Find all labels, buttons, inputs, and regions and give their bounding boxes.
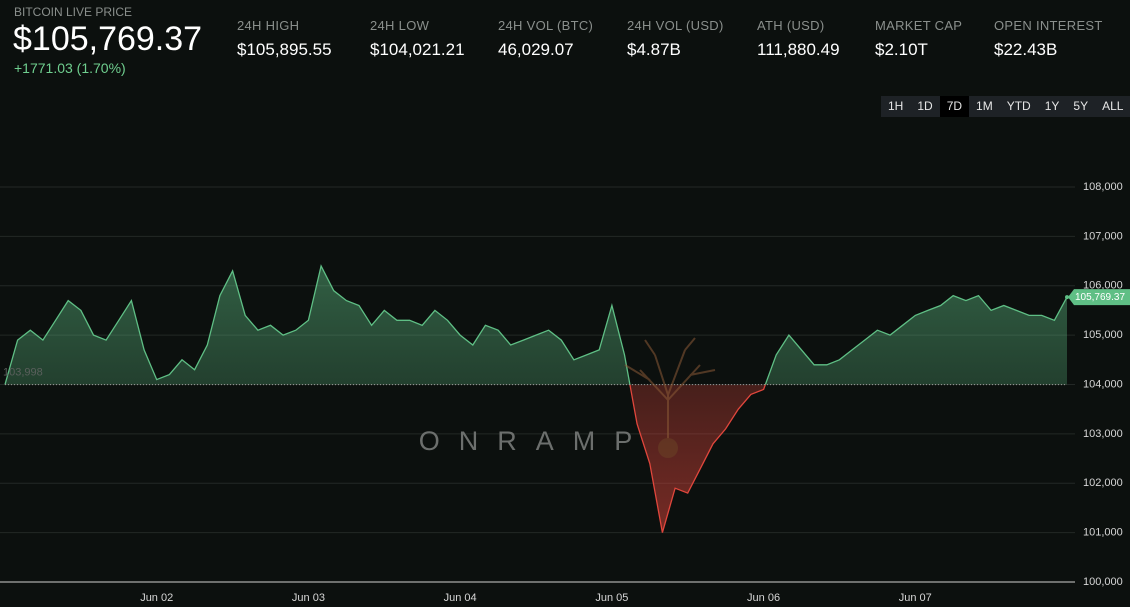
- y-tick-label: 104,000: [1083, 378, 1123, 390]
- watermark-tree: [624, 337, 716, 458]
- stat-value: 111,880.49: [757, 40, 840, 59]
- baseline-label: 103,998: [3, 367, 43, 379]
- stat-label: 24H LOW: [370, 18, 430, 33]
- range-button[interactable]: 1D: [910, 96, 940, 117]
- y-tick-label: 108,000: [1083, 181, 1123, 193]
- stat: 24H HIGH $105,895.55: [237, 18, 332, 60]
- price-tag: [1068, 289, 1130, 306]
- stat: ATH (USD) 111,880.49: [757, 18, 840, 60]
- stat-label: OPEN INTEREST: [994, 18, 1103, 33]
- y-tick-label: 100,000: [1083, 576, 1123, 588]
- last-point: [1065, 295, 1069, 300]
- price-label: BITCOIN LIVE PRICE: [14, 5, 133, 19]
- stat-value: $22.43B: [994, 40, 1058, 59]
- area-up: [5, 266, 1067, 385]
- y-tick-label: 105,000: [1083, 329, 1123, 341]
- x-tick-label: Jun 02: [140, 592, 173, 604]
- stat-label: 24H VOL (BTC): [498, 18, 594, 33]
- line-up: [4, 264, 1068, 385]
- stat: 24H LOW $104,021.21: [370, 18, 465, 60]
- range-button[interactable]: 1Y: [1037, 96, 1067, 117]
- y-tick-label: 102,000: [1083, 477, 1123, 489]
- range-button[interactable]: 1M: [969, 96, 1000, 117]
- stat: 24H VOL (BTC) 46,029.07: [498, 18, 593, 60]
- stat-value: $2.10T: [875, 40, 928, 59]
- stat-label: 24H VOL (USD): [627, 18, 724, 33]
- range-button[interactable]: YTD: [999, 96, 1038, 117]
- range-button[interactable]: 7D: [939, 96, 970, 117]
- stat-value: $4.87B: [627, 40, 681, 59]
- price-change: +1771.03 (1.70%): [14, 60, 126, 76]
- stat-label: MARKET CAP: [875, 18, 963, 33]
- stat: MARKET CAP $2.10T: [875, 18, 962, 60]
- y-tick-label: 106,000: [1083, 280, 1123, 292]
- price: $105,769.37: [13, 20, 203, 58]
- line-down: [5, 384, 767, 533]
- stat-label: 24H HIGH: [237, 18, 300, 33]
- watermark: ONRAMP: [419, 426, 652, 456]
- range-button[interactable]: 5Y: [1066, 96, 1096, 117]
- y-tick-label: 103,000: [1083, 428, 1123, 440]
- stat: OPEN INTEREST $22.43B: [994, 18, 1103, 60]
- stat-value: $104,021.21: [370, 40, 465, 59]
- y-tick-label: 101,000: [1083, 527, 1123, 539]
- stat: 24H VOL (USD) $4.87B: [627, 18, 724, 60]
- y-tick-label: 107,000: [1083, 230, 1123, 242]
- x-tick-label: Jun 03: [292, 592, 325, 604]
- range-button[interactable]: ALL: [1095, 96, 1130, 117]
- x-tick-label: Jun 06: [747, 592, 780, 604]
- x-tick-label: Jun 07: [899, 592, 932, 604]
- stat-value: 46,029.07: [498, 40, 574, 59]
- stat-value: $105,895.55: [237, 40, 332, 59]
- stat-label: ATH (USD): [757, 18, 825, 33]
- range-selector: 1H 1D 7D 1M YTD 1Y 5Y ALL: [881, 96, 1130, 117]
- x-tick-label: Jun 04: [444, 592, 477, 604]
- x-tick-label: Jun 05: [595, 592, 628, 604]
- area-down: [5, 384, 1067, 533]
- price-tag-label: 105,769.37: [1075, 292, 1125, 303]
- range-button[interactable]: 1H: [881, 96, 911, 117]
